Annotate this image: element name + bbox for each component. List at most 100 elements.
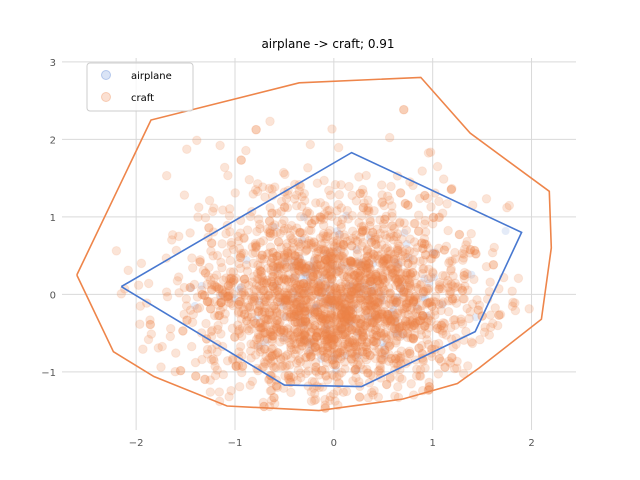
craft-point	[326, 347, 337, 357]
craft-point	[311, 248, 322, 258]
craft-point	[336, 244, 346, 255]
craft-point	[345, 255, 355, 266]
craft-point	[415, 371, 426, 382]
airplane-point	[377, 290, 386, 299]
craft-point	[367, 227, 378, 238]
craft-point	[378, 328, 389, 339]
craft-point	[226, 237, 237, 248]
craft-point	[218, 205, 228, 215]
craft-point	[338, 240, 349, 250]
craft-point	[220, 309, 230, 319]
craft-point	[290, 317, 300, 328]
craft-point	[223, 291, 234, 301]
craft-point	[338, 305, 348, 315]
craft-point	[340, 303, 351, 313]
airplane-point	[391, 299, 400, 308]
craft-point	[327, 274, 337, 285]
craft-point	[350, 235, 361, 246]
airplane-point	[391, 329, 400, 338]
craft-point	[324, 205, 335, 215]
craft-point	[365, 300, 376, 311]
craft-point	[336, 250, 347, 261]
airplane-point	[332, 366, 340, 374]
craft-point	[347, 210, 358, 221]
craft-point	[365, 263, 375, 274]
craft-point	[408, 296, 419, 307]
craft-point	[366, 387, 377, 398]
craft-point	[272, 251, 282, 262]
craft-point	[357, 334, 367, 345]
craft-point	[305, 139, 316, 150]
airplane-point	[300, 336, 309, 344]
craft-point	[207, 344, 217, 355]
airplane-point	[306, 340, 315, 349]
craft-point	[307, 269, 318, 280]
airplane-point	[318, 273, 327, 282]
craft-point	[225, 227, 235, 237]
craft-point	[311, 332, 322, 342]
craft-point	[252, 340, 263, 351]
craft-point	[296, 317, 307, 328]
craft-point	[339, 317, 350, 327]
craft-point	[397, 250, 408, 261]
craft-point	[206, 238, 217, 248]
craft-point	[260, 192, 270, 202]
craft-point	[417, 268, 428, 279]
craft-point	[329, 231, 340, 241]
craft-point	[337, 269, 348, 280]
craft-point	[434, 354, 445, 364]
craft-point	[259, 285, 269, 296]
craft-point	[347, 241, 357, 251]
airplane-point	[255, 297, 264, 305]
craft-point	[441, 330, 452, 340]
craft-point	[347, 257, 357, 267]
airplane-point	[312, 302, 321, 311]
craft-point	[320, 329, 331, 339]
craft-point	[207, 206, 218, 217]
craft-point	[315, 312, 325, 323]
airplane-point	[377, 296, 386, 305]
craft-point	[363, 287, 374, 298]
craft-point	[355, 188, 366, 199]
craft-point	[424, 283, 434, 294]
craft-point	[427, 301, 437, 312]
craft-point	[435, 324, 445, 335]
craft-point	[317, 327, 328, 338]
craft-point	[271, 362, 281, 372]
craft-point	[405, 291, 415, 302]
craft-point	[484, 330, 495, 340]
craft-point	[454, 229, 465, 240]
craft-point	[205, 387, 216, 397]
craft-point	[318, 245, 329, 255]
craft-point	[235, 252, 246, 263]
airplane-point	[326, 291, 335, 300]
craft-point	[371, 269, 381, 280]
craft-point	[440, 362, 450, 373]
craft-point	[342, 272, 353, 282]
craft-point	[214, 310, 225, 321]
airplane-point	[327, 261, 336, 270]
craft-point	[342, 272, 353, 282]
craft-point	[408, 254, 419, 265]
craft-point	[252, 179, 263, 189]
craft-point	[224, 204, 235, 214]
airplane-point	[425, 279, 434, 288]
craft-point	[300, 263, 311, 273]
craft-point	[400, 316, 411, 326]
craft-point	[272, 296, 283, 307]
craft-point	[222, 248, 232, 258]
craft-point	[320, 254, 330, 265]
craft-point	[319, 175, 329, 186]
craft-point	[342, 205, 353, 216]
craft-point	[386, 299, 396, 310]
craft-point	[394, 218, 405, 228]
airplane-point	[311, 303, 320, 312]
craft-point	[289, 311, 300, 322]
craft-point	[364, 258, 374, 269]
craft-point	[343, 314, 353, 324]
craft-point	[376, 180, 387, 190]
craft-point	[259, 401, 269, 412]
craft-point	[346, 324, 357, 335]
craft-point	[336, 367, 347, 378]
craft-point	[347, 338, 358, 348]
